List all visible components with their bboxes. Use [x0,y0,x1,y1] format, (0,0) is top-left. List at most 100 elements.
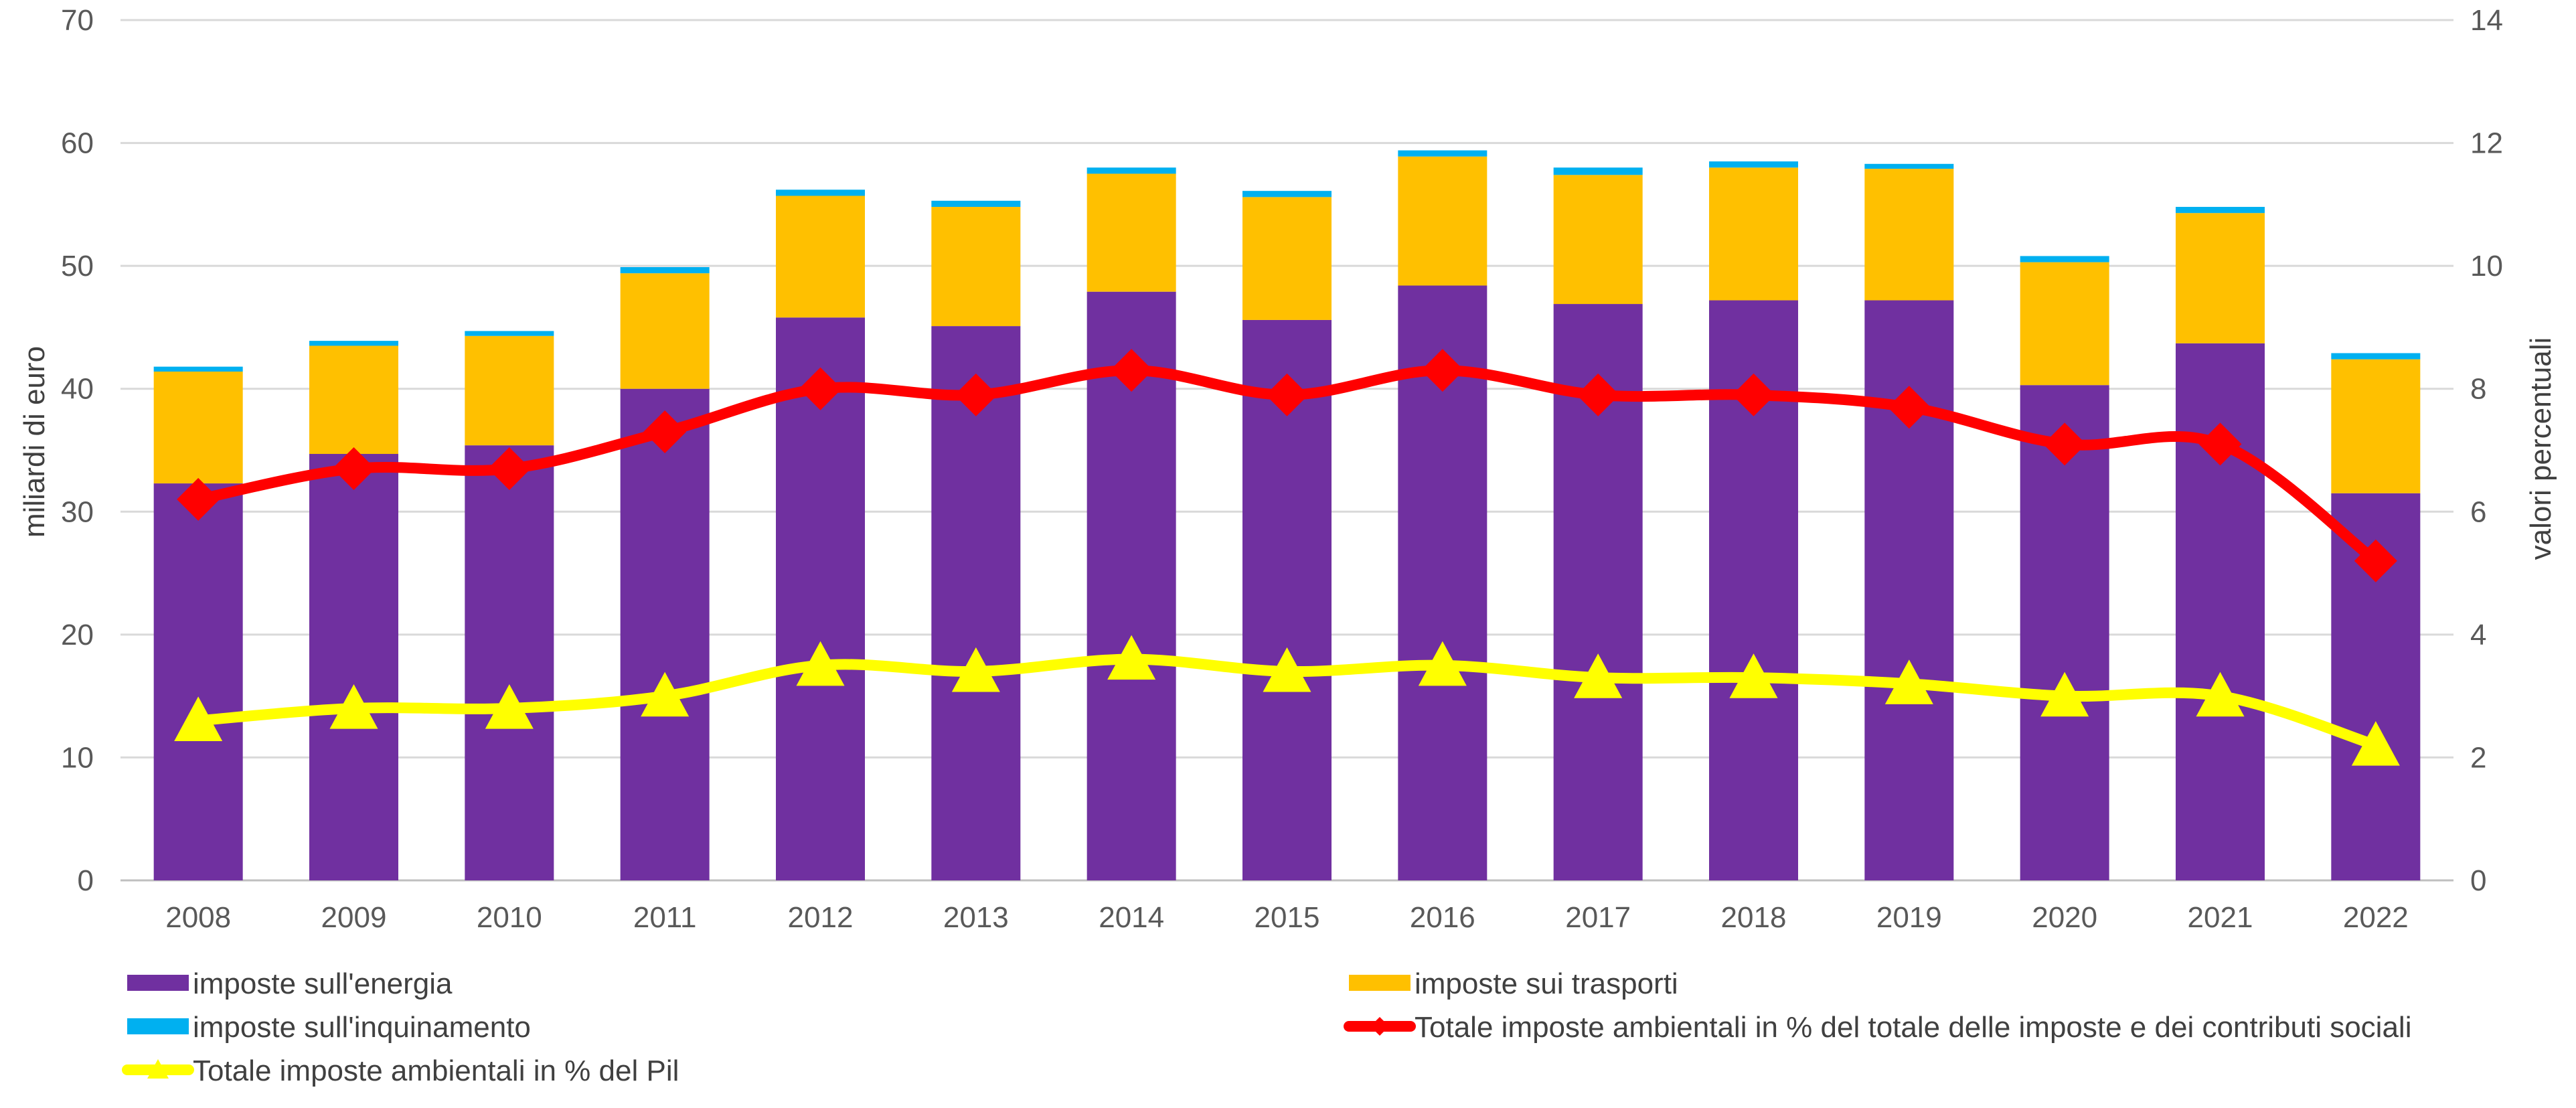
bar-inquinamento-2022 [2331,353,2421,360]
legend-marker-3 [1370,1017,1389,1036]
y2-tick-label: 0 [2470,864,2486,897]
y-tick-label: 20 [61,619,94,651]
bar-trasporti-2018 [1709,167,1798,301]
bar-energia-2013 [931,326,1021,880]
marker-yellow-2008 [174,696,223,741]
bar-inquinamento-2017 [1553,167,1643,175]
marker-red-2020 [2043,422,2087,466]
bar-energia-2011 [620,388,710,880]
y2-tick-label: 2 [2470,741,2486,774]
marker-red-2021 [2198,422,2242,466]
bar-inquinamento-2010 [465,331,554,336]
marker-yellow-2015 [1263,647,1311,692]
bar-inquinamento-2012 [776,189,865,196]
y-tick-label: 40 [61,373,94,406]
legend-label-2: imposte sull'inquinamento [193,1011,531,1044]
marker-red-2022 [2354,539,2397,582]
x-tick-label: 2017 [1565,901,1631,934]
bar-inquinamento-2011 [620,266,710,274]
bar-inquinamento-2018 [1709,161,1798,168]
x-tick-label: 2015 [1255,901,1320,934]
bar-trasporti-2015 [1242,197,1332,320]
bar-trasporti-2021 [2176,213,2265,343]
bar-trasporti-2020 [2020,262,2109,386]
legend-label-0: imposte sull'energia [193,967,453,1000]
legend-swatch-1 [1349,975,1411,991]
bar-trasporti-2017 [1553,175,1643,305]
bar-trasporti-2009 [309,345,398,455]
x-tick-label: 2009 [321,901,387,934]
legend-label-3: Totale imposte ambientali in % del total… [1415,1011,2411,1044]
x-tick-label: 2013 [943,901,1009,934]
y-tick-label: 30 [61,495,94,528]
x-tick-label: 2014 [1099,901,1164,934]
x-tick-label: 2022 [2343,901,2409,934]
x-tick-label: 2010 [477,901,542,934]
marker-yellow-2017 [1574,653,1623,698]
bar-inquinamento-2019 [1864,163,1954,169]
legend-marker-4 [147,1059,169,1079]
y-tick-label: 50 [61,250,94,283]
bar-inquinamento-2021 [2176,207,2265,214]
marker-yellow-2013 [951,647,1000,692]
bars [153,150,2421,880]
marker-yellow-2016 [1418,641,1467,686]
legend-swatch-2 [127,1018,189,1034]
x-tick-label: 2019 [1876,901,1942,934]
bar-inquinamento-2014 [1086,167,1176,174]
y2-tick-label: 8 [2470,373,2486,406]
bar-trasporti-2016 [1398,156,1487,286]
y2-tick-label: 6 [2470,495,2486,528]
y2-tick-label: 14 [2470,4,2503,37]
bar-energia-2008 [153,483,243,880]
bar-inquinamento-2020 [2020,256,2109,262]
x-tick-label: 2020 [2032,901,2097,934]
legend-label-4: Totale imposte ambientali in % del Pil [193,1054,679,1087]
marker-yellow-2021 [2196,671,2245,717]
marker-yellow-2020 [2040,671,2089,717]
marker-red-2014 [1110,349,1153,392]
bar-trasporti-2019 [1864,169,1954,301]
marker-red-2015 [1265,373,1309,416]
marker-yellow-2010 [485,684,534,729]
marker-yellow-2022 [2351,721,2400,766]
bar-trasporti-2012 [776,195,865,318]
marker-red-2013 [954,373,997,416]
bar-trasporti-2011 [620,273,710,389]
y-tick-label: 10 [61,741,94,774]
x-tick-label: 2016 [1410,901,1475,934]
marker-red-2010 [487,447,531,491]
bar-energia-2009 [309,454,398,880]
bar-inquinamento-2009 [309,341,398,346]
marker-red-2012 [799,367,842,410]
bar-inquinamento-2015 [1242,191,1332,197]
y2-tick-label: 12 [2470,127,2503,160]
marker-yellow-2019 [1884,659,1933,704]
marker-red-2018 [1732,373,1775,416]
y2-axis-title: valori percentuali [2524,337,2557,560]
x-tick-label: 2018 [1721,901,1787,934]
y2-tick-label: 10 [2470,250,2503,283]
bar-inquinamento-2008 [153,366,243,372]
marker-yellow-2014 [1107,635,1156,680]
y-tick-label: 0 [78,864,94,897]
axes: miliardi di euro valori percentuali 0 10 2… [18,4,2557,934]
bar-inquinamento-2016 [1398,150,1487,157]
marker-red-2017 [1577,373,1620,416]
x-tick-label: 2008 [165,901,231,934]
legend-label-1: imposte sui trasporti [1415,967,1678,1000]
marker-yellow-2012 [796,641,845,686]
y-tick-label: 70 [61,4,94,37]
marker-red-2008 [177,477,220,521]
marker-yellow-2018 [1729,653,1778,698]
marker-red-2011 [643,410,687,453]
y-axis-title: miliardi di euro [18,346,51,538]
bar-trasporti-2022 [2331,359,2421,493]
x-tick-label: 2012 [788,901,854,934]
marker-yellow-2011 [641,671,690,717]
marker-yellow-2009 [329,684,378,729]
x-tick-label: 2021 [2188,901,2253,934]
lines [174,349,2400,766]
